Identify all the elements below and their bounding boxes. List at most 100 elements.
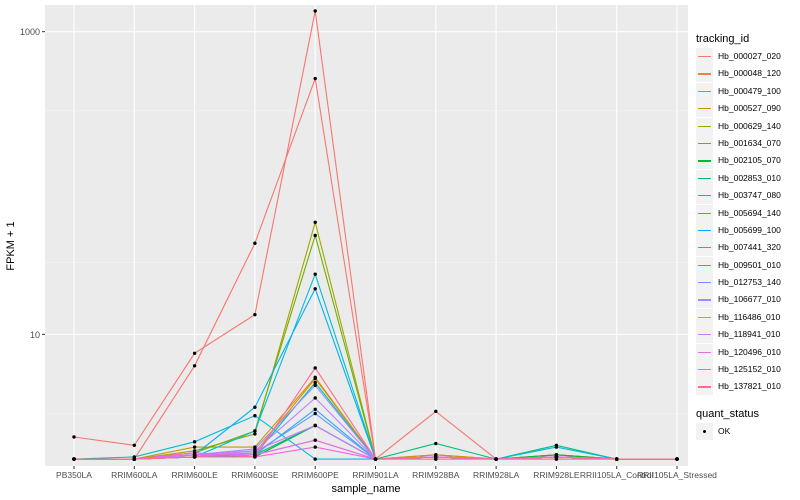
legend-label: Hb_002105_070 (718, 155, 781, 166)
data-point (253, 449, 257, 453)
data-point (253, 312, 257, 317)
legend-items: Hb_000027_020 Hb_000048_120 Hb_000479_100 H… (694, 48, 798, 396)
x-axis-ticks: PB350LA RRIM600LA RRIM600LE RRIM600SE RRIM60… (56, 466, 717, 480)
legend-swatch (698, 90, 711, 92)
data-point (313, 233, 317, 238)
data-point (615, 457, 619, 461)
legend-key (696, 134, 713, 152)
legend-label: Hb_137821_010 (718, 381, 781, 392)
legend-item: Hb_000629_140 (694, 117, 798, 135)
data-point (313, 375, 317, 380)
legend-status-title: quant_status (696, 408, 759, 420)
data-point (192, 440, 197, 444)
data-point (313, 287, 317, 291)
x-tick-label: RRII105LA_Control (580, 470, 654, 480)
legend-swatch (698, 386, 711, 388)
legend-swatch (698, 177, 711, 179)
legend-swatch (698, 56, 711, 58)
legend-item: Hb_012753_140 (694, 274, 798, 292)
x-tick-label: RRII105LA_Stressed (637, 470, 717, 480)
legend-key (696, 343, 713, 361)
legend-label: Hb_001634_070 (718, 137, 781, 148)
legend-key (696, 378, 713, 396)
legend-item: Hb_000027_020 (694, 48, 798, 65)
data-point (313, 220, 317, 225)
legend-label: Hb_009501_010 (718, 259, 781, 270)
legend-item: Hb_000479_100 (694, 82, 798, 100)
y-axis-label: FPKM + 1 (5, 221, 17, 270)
legend-key (696, 291, 713, 309)
legend-swatch (698, 247, 711, 249)
legend-label: Hb_000479_100 (718, 85, 781, 96)
legend-item: Hb_001634_070 (694, 134, 798, 152)
x-axis-label: sample_name (331, 483, 400, 495)
data-point (132, 457, 136, 461)
legend-label: Hb_116486_010 (718, 311, 781, 322)
data-point (373, 457, 378, 461)
legend-label: Hb_012753_140 (718, 277, 781, 288)
data-point (313, 76, 317, 81)
data-point (253, 241, 257, 245)
data-point (313, 272, 317, 276)
data-point (72, 435, 76, 439)
legend-key (696, 361, 713, 379)
legend-swatch (698, 195, 711, 197)
legend-item: Hb_005694_140 (694, 204, 798, 222)
legend-swatch (698, 125, 711, 127)
legend-tracking-id: tracking_id Hb_000027_020 Hb_000048_120 Hb… (694, 30, 798, 396)
legend-swatch (698, 334, 711, 336)
data-point (554, 445, 559, 449)
legend-key (696, 326, 713, 344)
legend-label: Hb_003747_080 (718, 190, 781, 201)
data-point (192, 351, 197, 355)
data-point (192, 445, 197, 449)
x-tick-label: RRIM600SE (231, 470, 279, 480)
data-point (192, 364, 197, 368)
legend-swatch (698, 229, 711, 232)
legend-key (696, 169, 713, 187)
point-marker-icon (703, 430, 706, 433)
legend-swatch (698, 299, 711, 301)
data-point (313, 396, 317, 400)
grid-lines (45, 5, 688, 466)
legend-swatch (698, 212, 711, 214)
y-tick-label: 1000 (20, 27, 40, 37)
data-point (494, 457, 498, 461)
legend-item: Hb_106677_010 (694, 291, 798, 309)
data-point (253, 405, 257, 409)
x-tick-label: RRIM928LA (473, 470, 520, 480)
legend-quant-status: quant_status OK (694, 405, 798, 440)
legend-swatch (698, 160, 711, 162)
legend-item: Hb_000527_090 (694, 100, 798, 118)
legend-key (696, 100, 713, 118)
x-tick-label: RRIM600PE (292, 470, 340, 480)
legend-item: Hb_002105_070 (694, 152, 798, 170)
legend-swatch (698, 108, 711, 110)
x-tick-label: RRIM600LE (171, 470, 218, 480)
data-point (313, 9, 317, 13)
data-point (132, 443, 136, 447)
legend-swatch (698, 142, 711, 145)
legend-item: Hb_118941_010 (694, 326, 798, 344)
x-tick-label: PB350LA (56, 470, 92, 480)
legend-label: Hb_002853_010 (718, 172, 781, 183)
legend-label: Hb_005694_140 (718, 207, 781, 218)
y-axis-ticks: 10 1000 (20, 27, 45, 340)
data-point (434, 409, 438, 414)
legend-swatch (698, 316, 711, 319)
legend-key (696, 48, 713, 65)
legend-key (696, 204, 713, 222)
data-point (253, 455, 257, 459)
legend-key (696, 187, 713, 205)
x-tick-label: RRIM928BA (412, 470, 460, 480)
legend-item: Hb_007441_320 (694, 239, 798, 257)
data-point (313, 383, 317, 388)
legend-label: Hb_120496_010 (718, 346, 781, 357)
data-point (554, 457, 559, 461)
legend-label: Hb_000629_140 (718, 120, 781, 131)
data-point (434, 457, 438, 461)
legend-item: Hb_003747_080 (694, 187, 798, 205)
data-point (253, 414, 257, 418)
legend-key (696, 82, 713, 100)
